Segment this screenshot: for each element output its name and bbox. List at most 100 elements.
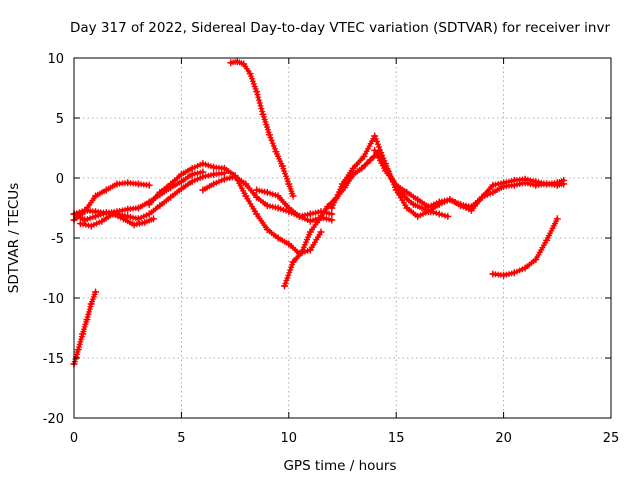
data-point bbox=[543, 180, 551, 188]
x-tick-label: 5 bbox=[177, 431, 185, 446]
data-point bbox=[79, 330, 87, 338]
data-point bbox=[177, 185, 185, 193]
data-point bbox=[87, 300, 95, 308]
data-point bbox=[156, 188, 164, 196]
data-point bbox=[145, 210, 153, 218]
data-point bbox=[349, 164, 357, 172]
data-point bbox=[315, 216, 323, 224]
data-point bbox=[392, 181, 400, 189]
data-point bbox=[489, 270, 497, 278]
data-point bbox=[560, 180, 568, 188]
data-point bbox=[296, 212, 303, 220]
data-point bbox=[409, 200, 417, 208]
y-tick-label: 10 bbox=[47, 52, 64, 67]
y-tick-label: -5 bbox=[51, 232, 64, 247]
data-point bbox=[446, 196, 454, 204]
data-point bbox=[521, 179, 529, 187]
data-point bbox=[371, 146, 379, 154]
data-point bbox=[124, 179, 132, 187]
data-point bbox=[263, 226, 271, 234]
data-point bbox=[444, 212, 452, 220]
data-point bbox=[227, 59, 235, 67]
data-point bbox=[259, 110, 267, 118]
data-point bbox=[500, 271, 508, 279]
x-ticks: 0 5 10 15 20 25 bbox=[70, 58, 619, 446]
data-point bbox=[167, 193, 175, 201]
data-point bbox=[328, 216, 336, 224]
data-point bbox=[134, 204, 142, 212]
series-arc-1 bbox=[70, 288, 99, 368]
data-point bbox=[510, 181, 518, 189]
series-layer bbox=[70, 58, 568, 368]
data-point bbox=[553, 181, 561, 189]
data-point bbox=[274, 234, 282, 242]
data-point bbox=[298, 248, 306, 256]
data-point bbox=[306, 210, 314, 218]
data-point bbox=[102, 186, 110, 194]
x-tick-label: 25 bbox=[603, 431, 620, 446]
data-point bbox=[210, 180, 218, 188]
data-point bbox=[76, 220, 84, 228]
data-point bbox=[324, 203, 331, 211]
data-point bbox=[150, 215, 157, 223]
data-point bbox=[141, 218, 149, 226]
data-point bbox=[467, 206, 475, 214]
data-point bbox=[253, 88, 261, 96]
data-point bbox=[92, 208, 99, 216]
data-point bbox=[278, 162, 286, 170]
data-point bbox=[543, 236, 551, 244]
data-point bbox=[220, 164, 228, 172]
data-point bbox=[102, 209, 110, 217]
series-line bbox=[282, 150, 450, 288]
data-point bbox=[403, 188, 411, 196]
data-point bbox=[240, 60, 248, 68]
data-point bbox=[403, 204, 411, 212]
y-tick-label: 0 bbox=[56, 172, 64, 187]
data-point bbox=[199, 160, 207, 168]
data-point bbox=[339, 180, 346, 188]
x-tick-label: 15 bbox=[388, 431, 405, 446]
series-arc-12 bbox=[371, 146, 568, 214]
data-point bbox=[500, 182, 508, 190]
data-point bbox=[231, 173, 239, 181]
y-tick-label: -10 bbox=[43, 292, 64, 307]
data-point bbox=[177, 170, 185, 178]
data-point bbox=[220, 175, 228, 183]
series-line bbox=[330, 134, 566, 218]
data-point bbox=[289, 192, 297, 200]
series-arc-8 bbox=[199, 173, 336, 225]
data-point bbox=[145, 181, 153, 189]
data-point bbox=[263, 188, 271, 196]
x-tick-label: 20 bbox=[495, 431, 512, 446]
data-point bbox=[113, 208, 121, 216]
data-point bbox=[281, 282, 288, 290]
data-point bbox=[210, 170, 218, 178]
data-point bbox=[424, 203, 432, 211]
chart-title: Day 317 of 2022, Sidereal Day-to-day VTE… bbox=[70, 20, 610, 36]
data-point bbox=[457, 202, 465, 210]
y-tick-label: 5 bbox=[56, 112, 64, 127]
data-point bbox=[478, 193, 486, 201]
data-point bbox=[199, 186, 207, 194]
series-markers bbox=[199, 173, 333, 225]
y-ticks: -20 -15 -10 -5 0 5 10 bbox=[43, 52, 611, 427]
data-point bbox=[360, 152, 368, 160]
data-point bbox=[81, 206, 89, 214]
data-point bbox=[532, 181, 540, 189]
data-point bbox=[130, 221, 138, 229]
data-point bbox=[285, 204, 293, 212]
data-point bbox=[74, 346, 82, 354]
data-point bbox=[418, 204, 426, 212]
y-axis-label: SDTVAR / TECUs bbox=[6, 183, 22, 293]
y-tick-label: -20 bbox=[43, 412, 64, 427]
data-point bbox=[92, 192, 99, 200]
data-point bbox=[124, 205, 132, 213]
data-point bbox=[263, 202, 271, 210]
data-point bbox=[289, 258, 297, 266]
series-arc-5 bbox=[70, 168, 207, 218]
data-point bbox=[134, 180, 142, 188]
data-point bbox=[188, 170, 196, 178]
y-tick-label: -15 bbox=[43, 352, 64, 367]
data-point bbox=[253, 193, 261, 201]
